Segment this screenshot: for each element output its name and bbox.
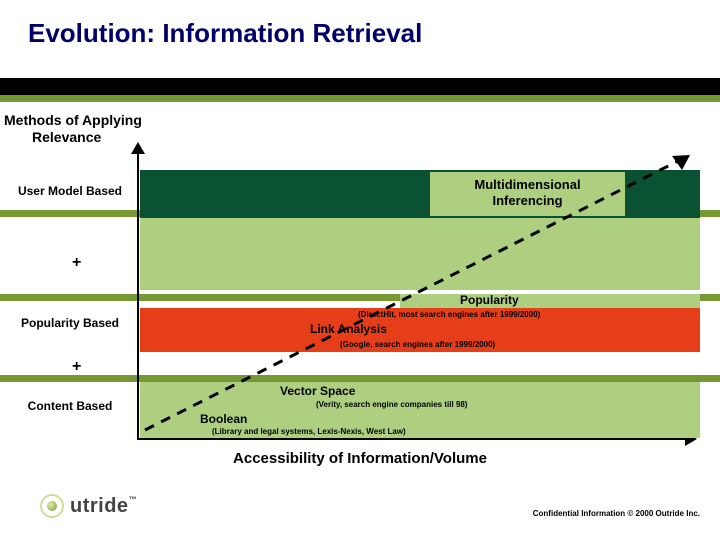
logo-icon: [40, 494, 64, 518]
title-bar: Evolution: Information Retrieval: [0, 0, 720, 78]
y-axis-title: Methods of Applying Relevance: [4, 112, 174, 146]
light-band: [140, 218, 700, 290]
label-link-analysis: Link Analysis: [310, 322, 387, 336]
label-multidimensional-l1: Multidimensional: [474, 177, 580, 192]
slide: Evolution: Information Retrieval Methods…: [0, 0, 720, 540]
logo-text: utride™: [70, 495, 137, 518]
stripe-1: [0, 95, 720, 102]
confidential-text: Confidential Information © 2000 Outride …: [533, 509, 700, 518]
sub-library: (Library and legal systems, Lexis-Nexis,…: [212, 427, 406, 436]
row-label-popularity: Popularity Based: [6, 317, 134, 331]
plus-2: +: [72, 358, 81, 376]
y-axis-title-l2: Relevance: [4, 129, 101, 145]
x-axis-line: [137, 438, 685, 440]
logo-tm: ™: [129, 495, 138, 504]
row-label-user-model: User Model Based: [6, 185, 134, 199]
label-vector-space: Vector Space: [280, 384, 355, 398]
logo: utride™: [40, 494, 137, 518]
logo-word: utride: [70, 495, 129, 517]
row-label-content: Content Based: [6, 400, 134, 414]
stripe-4: [0, 375, 720, 382]
label-popularity: Popularity: [460, 293, 519, 307]
logo-dot-icon: [47, 501, 57, 511]
label-boolean: Boolean: [200, 412, 247, 426]
label-multidimensional-l2: Inferencing: [492, 193, 562, 208]
y-axis-line: [137, 150, 139, 440]
slide-title: Evolution: Information Retrieval: [28, 18, 422, 49]
band-popularity-header: [400, 294, 700, 308]
x-axis-label: Accessibility of Information/Volume: [0, 450, 720, 467]
sub-google: (Google, search engines after 1999/2000): [340, 340, 495, 349]
y-axis-title-l1: Methods of Applying: [4, 112, 142, 128]
label-multidimensional: Multidimensional Inferencing: [430, 177, 625, 208]
plus-1: +: [72, 254, 81, 272]
sub-verity: (Verity, search engine companies till 98…: [316, 400, 467, 409]
sub-directhit: (DirectHit, most search engines after 19…: [358, 310, 540, 319]
